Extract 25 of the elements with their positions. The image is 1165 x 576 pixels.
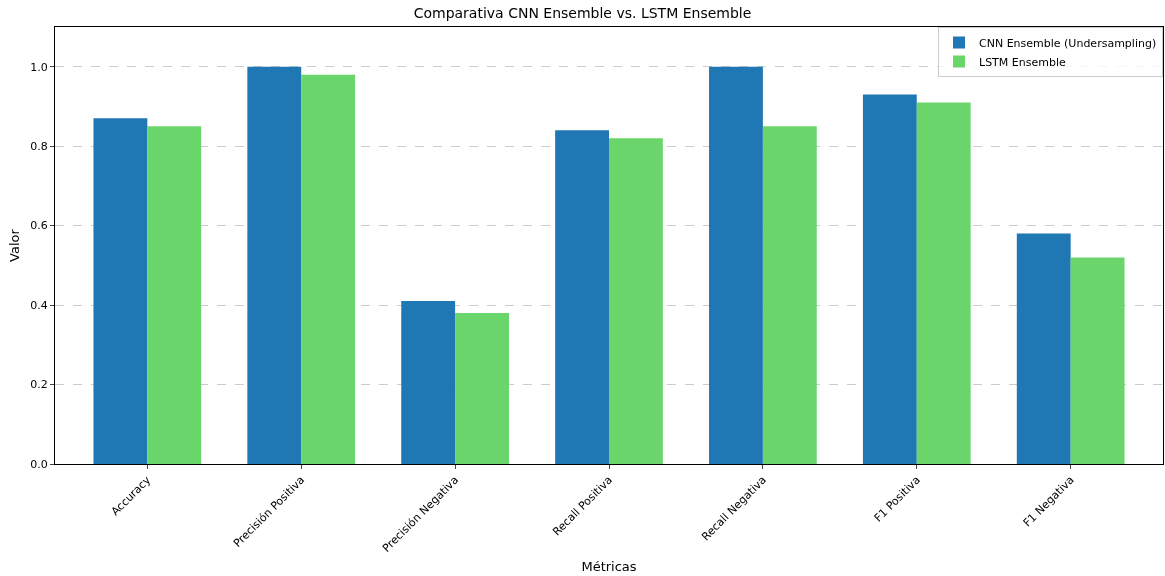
bar xyxy=(709,66,763,464)
x-axis-title: Métricas xyxy=(581,559,637,575)
y-tick-label: 1.0 xyxy=(30,60,48,74)
y-axis-title: Valor xyxy=(7,228,22,262)
bar xyxy=(762,126,817,464)
bar xyxy=(401,301,456,464)
bar xyxy=(1070,257,1125,464)
bar xyxy=(147,126,202,464)
y-tick-label: 0.2 xyxy=(30,378,48,392)
bar xyxy=(555,130,609,464)
y-tick-label: 0.4 xyxy=(30,298,48,312)
bar xyxy=(916,102,971,464)
legend-label: LSTM Ensemble xyxy=(979,55,1066,69)
bar xyxy=(93,118,148,464)
bar xyxy=(247,66,302,464)
chart-title: Comparativa CNN Ensemble vs. LSTM Ensemble xyxy=(413,5,752,22)
bar xyxy=(301,74,356,464)
bar xyxy=(609,138,663,464)
y-tick-label: 0.6 xyxy=(30,219,48,233)
y-tick-label: 0.8 xyxy=(30,140,48,154)
bar xyxy=(455,313,509,464)
bar xyxy=(1016,233,1071,464)
bar xyxy=(862,94,917,464)
y-tick-label: 0.0 xyxy=(30,457,48,471)
legend-label: CNN Ensemble (Undersampling) xyxy=(979,36,1157,50)
